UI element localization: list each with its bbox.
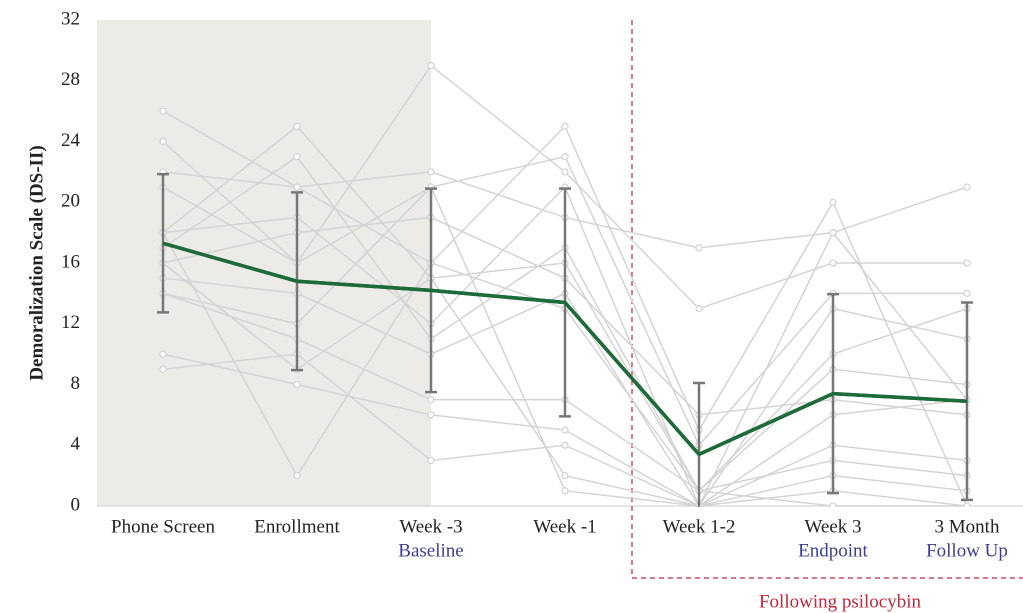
annotation-text: Following psilocybin <box>759 591 922 612</box>
participant-point <box>829 502 837 507</box>
participant-point <box>561 487 569 495</box>
y-tick-label: 8 <box>71 373 81 394</box>
x-tick-label: Week 1-2 <box>663 516 736 537</box>
participant-point <box>561 122 569 130</box>
participant-point <box>561 471 569 480</box>
participant-point <box>159 365 167 373</box>
y-tick-label: 16 <box>61 251 80 272</box>
participant-point <box>561 168 569 176</box>
plot-area <box>157 61 973 507</box>
x-tick-label: 3 Month <box>935 516 1000 537</box>
participant-point <box>829 228 837 237</box>
y-tick-label: 12 <box>61 312 80 333</box>
participant-point <box>963 183 971 191</box>
y-tick-label: 24 <box>61 130 81 151</box>
participant-point <box>561 153 569 161</box>
participant-point <box>829 259 837 267</box>
x-tick-label: Week -1 <box>533 516 596 537</box>
participant-point <box>695 244 703 252</box>
x-tick-sublabel: Endpoint <box>798 540 868 561</box>
shaded-region <box>97 20 431 506</box>
x-tick-label: Week -3 <box>399 516 462 537</box>
y-tick-label: 28 <box>61 69 80 90</box>
x-tick-label: Phone Screen <box>111 516 215 537</box>
participant-point <box>963 259 971 267</box>
participant-point <box>427 411 435 419</box>
participant-point <box>293 471 301 480</box>
participant-point <box>159 107 167 115</box>
participant-point <box>561 426 569 434</box>
participant-point <box>293 183 301 191</box>
y-axis-label: Demoralization Scale (DS-II) <box>26 145 47 380</box>
participant-point <box>427 168 435 176</box>
x-tick-label: Enrollment <box>254 516 340 537</box>
y-tick-label: 0 <box>71 494 81 515</box>
participant-point <box>963 289 971 298</box>
y-tick-label: 4 <box>71 434 81 455</box>
participant-point <box>695 304 703 313</box>
participant-point <box>159 137 167 146</box>
mean-line <box>162 241 968 457</box>
x-tick-sublabel: Baseline <box>398 540 463 561</box>
x-tick-label: Week 3 <box>804 516 861 537</box>
participant-point <box>159 350 167 358</box>
participant-point <box>427 396 435 404</box>
y-tick-label: 32 <box>61 8 80 29</box>
participant-point <box>427 456 435 465</box>
participant-point <box>293 122 301 130</box>
annotation-box <box>631 20 1023 579</box>
participant-point <box>427 61 435 70</box>
participant-point <box>293 380 301 389</box>
x-tick-sublabel: Follow Up <box>926 540 1008 561</box>
participant-point <box>293 153 301 161</box>
participant-point <box>561 441 569 449</box>
y-tick-label: 20 <box>61 191 80 212</box>
participant-point <box>829 198 837 206</box>
participant-point <box>963 502 971 507</box>
